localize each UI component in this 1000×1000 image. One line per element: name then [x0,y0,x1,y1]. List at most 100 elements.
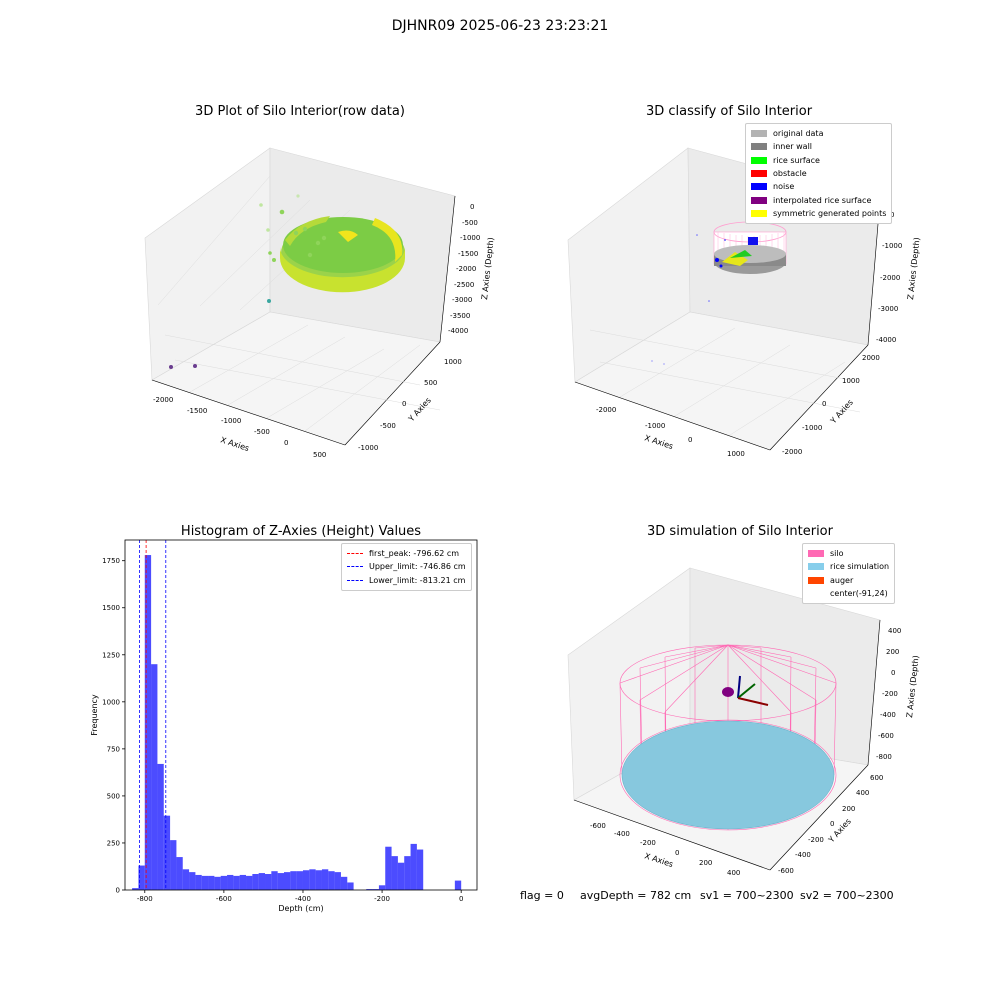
sim-ztick-4: -400 [880,711,896,719]
histogram-xlabel: Depth (cm) [278,904,323,913]
sim-zlabel: Z Axies (Depth) [905,655,921,718]
classify-ytick-4: 2000 [862,354,880,362]
classify-ztick-1: -1000 [882,242,902,250]
raw-xtick-1: -1500 [187,407,207,415]
histogram-bar [302,870,310,890]
histogram-bar [214,876,221,890]
raw-plot-title: 3D Plot of Silo Interior(row data) [195,104,405,119]
histogram-bar [195,874,202,890]
histogram-bar [233,875,240,890]
histogram-bar [138,865,145,890]
histogram-legend-item: Lower_limit: -813.21 cm [347,574,466,587]
classify-legend-item: rice surface [751,154,886,167]
sim-ytick-6: 600 [870,774,883,782]
histogram-legend-line [347,566,363,568]
raw-ztick-2: -1000 [460,234,480,242]
classify-legend-item: noise [751,180,886,193]
histogram-y-tick-label: 250 [107,839,120,847]
raw-xtick-4: 0 [284,439,288,447]
simulation-legend-swatch [808,550,824,558]
classify-legend-swatch [751,183,767,191]
histogram-bars [132,555,462,890]
classify-ytick-1: -1000 [802,424,822,432]
classify-legend: original data inner wall rice surface obsta… [745,123,893,225]
histogram-bar [277,873,284,890]
classify-legend-swatch [751,170,767,178]
histogram-bar [265,874,272,890]
simulation-legend: silo rice simulation auger center(-91,24) [802,543,896,605]
histogram-y-tick-label: 1000 [102,698,120,706]
classify-ztick-4: -4000 [876,336,896,344]
classify-xtick-3: 1000 [727,450,745,458]
classify-ytick-3: 1000 [842,377,860,385]
raw-ytick-3: 500 [424,379,437,387]
histogram-bar [372,889,379,890]
classify-legend-swatch [751,130,767,138]
raw-xlabel: X Axies [219,435,250,453]
histogram-bar [410,843,417,890]
classify-legend-swatch [751,156,767,164]
simulation-silo-wireframe [619,644,837,831]
raw-xtick-0: -2000 [153,396,173,404]
histogram-bar [201,875,209,890]
classify-legend-label: interpolated rice surface [773,195,872,205]
simulation-rice-surface [621,720,835,830]
sim-xtick-3: 0 [675,849,679,857]
classify-legend-item: symmetric generated points [751,207,886,220]
histogram-bar [290,871,297,890]
simulation-legend-swatch [808,563,824,571]
status-sv2: sv2 = 700~2300 [800,889,894,902]
classify-xtick-2: 0 [688,436,692,444]
classify-ylabel: Y Axies [828,398,855,426]
histogram-bar [296,871,303,890]
histogram-bar [454,880,462,890]
histogram-bar [397,862,405,890]
histogram-bar [416,849,424,890]
histogram-bar [283,872,291,890]
simulation-legend-item: silo [808,547,889,560]
raw-3d-panes [144,147,456,446]
histogram-bar [385,846,392,890]
classify-legend-label: original data [773,129,824,139]
raw-ylabel: Y Axies [406,396,433,424]
histogram-x-tick-label: -800 [137,895,153,903]
histogram-x-ticks: -800 -600 -400 -200 0 [137,890,463,903]
histogram-bar [315,870,322,890]
classify-xlabel: X Axies [643,433,674,451]
histogram-reference-lines [139,540,167,890]
histogram-legend-label: first_peak: -796.62 cm [369,549,460,559]
raw-ytick-4: 1000 [444,358,462,366]
histogram-bar [391,856,398,890]
histogram-bar [340,876,348,890]
histogram-bar [157,763,164,890]
histogram-bar [404,856,411,890]
classify-legend-label: symmetric generated points [773,208,887,218]
classify-ztick-3: -3000 [878,305,898,313]
figure-title: DJHNR09 2025-06-23 23:23:21 [391,18,609,34]
status-sv1: sv1 = 700~2300 [700,889,794,902]
histogram-y-tick-label: 1250 [102,651,120,659]
sim-ytick-1: -400 [795,851,811,859]
simulation-legend-label: rice simulation [830,562,890,572]
raw-ytick-0: -1000 [358,444,378,452]
sim-ytick-0: -600 [778,867,794,875]
raw-ztick-4: -2000 [456,265,476,273]
histogram-x-tick-label: -200 [374,895,390,903]
sim-xtick-0: -600 [590,822,606,830]
histogram-x-tick-label: -600 [216,895,232,903]
simulation-auger [722,675,769,706]
raw-3d-rice-ring [280,216,405,293]
sim-ztick-6: -800 [876,753,892,761]
raw-xtick-5: 500 [313,451,326,459]
raw-ytick-2: 0 [402,400,406,408]
simulation-legend-item: rice simulation [808,560,889,573]
simulation-plot-title: 3D simulation of Silo Interior [647,524,833,539]
histogram-bar [252,874,259,890]
sim-xtick-2: -200 [640,839,656,847]
histogram-bar [321,869,329,890]
status-flag: flag = 0 [520,889,564,902]
histogram-y-tick-label: 1750 [102,557,120,565]
classify-xtick-0: -2000 [596,406,616,414]
histogram-bar [227,874,234,890]
histogram-bar [208,875,215,890]
